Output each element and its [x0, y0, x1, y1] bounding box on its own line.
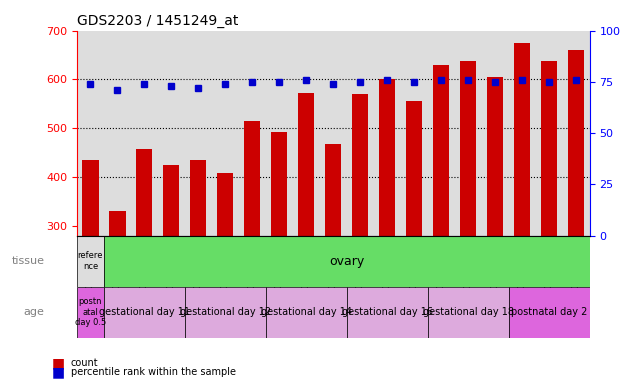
Bar — [110, 211, 126, 372]
FancyBboxPatch shape — [104, 235, 590, 287]
FancyBboxPatch shape — [347, 287, 428, 338]
Bar — [244, 121, 260, 372]
Bar — [298, 93, 315, 372]
Text: ovary: ovary — [329, 255, 365, 268]
Text: gestational day 14: gestational day 14 — [261, 307, 352, 317]
Bar — [514, 43, 530, 372]
Text: tissue: tissue — [12, 256, 44, 266]
Bar — [190, 160, 206, 372]
Bar — [406, 101, 422, 372]
Bar — [137, 149, 153, 372]
Text: GDS2203 / 1451249_at: GDS2203 / 1451249_at — [77, 14, 238, 28]
FancyBboxPatch shape — [428, 287, 509, 338]
Bar — [271, 132, 287, 372]
Bar — [163, 165, 179, 372]
Bar — [82, 160, 99, 372]
FancyBboxPatch shape — [77, 287, 104, 338]
Bar — [352, 94, 369, 372]
Text: ■: ■ — [51, 356, 64, 370]
FancyBboxPatch shape — [266, 287, 347, 338]
Bar — [541, 61, 557, 372]
Text: gestational day 12: gestational day 12 — [179, 307, 271, 317]
Bar — [433, 65, 449, 372]
Text: count: count — [71, 358, 98, 368]
Bar — [568, 50, 585, 372]
Bar — [325, 144, 342, 372]
Text: gestational day 11: gestational day 11 — [99, 307, 190, 317]
Bar — [460, 61, 476, 372]
Text: gestational day 16: gestational day 16 — [342, 307, 433, 317]
FancyBboxPatch shape — [509, 287, 590, 338]
FancyBboxPatch shape — [77, 235, 104, 287]
Text: postnatal day 2: postnatal day 2 — [511, 307, 587, 317]
Text: postn
atal
day 0.5: postn atal day 0.5 — [75, 298, 106, 327]
FancyBboxPatch shape — [185, 287, 266, 338]
Text: percentile rank within the sample: percentile rank within the sample — [71, 367, 235, 377]
Text: age: age — [24, 307, 44, 317]
Bar — [217, 173, 233, 372]
Text: refere
nce: refere nce — [78, 252, 103, 271]
Bar — [487, 77, 503, 372]
Text: gestational day 18: gestational day 18 — [423, 307, 514, 317]
Bar — [379, 79, 395, 372]
Text: ■: ■ — [51, 366, 64, 379]
FancyBboxPatch shape — [104, 287, 185, 338]
